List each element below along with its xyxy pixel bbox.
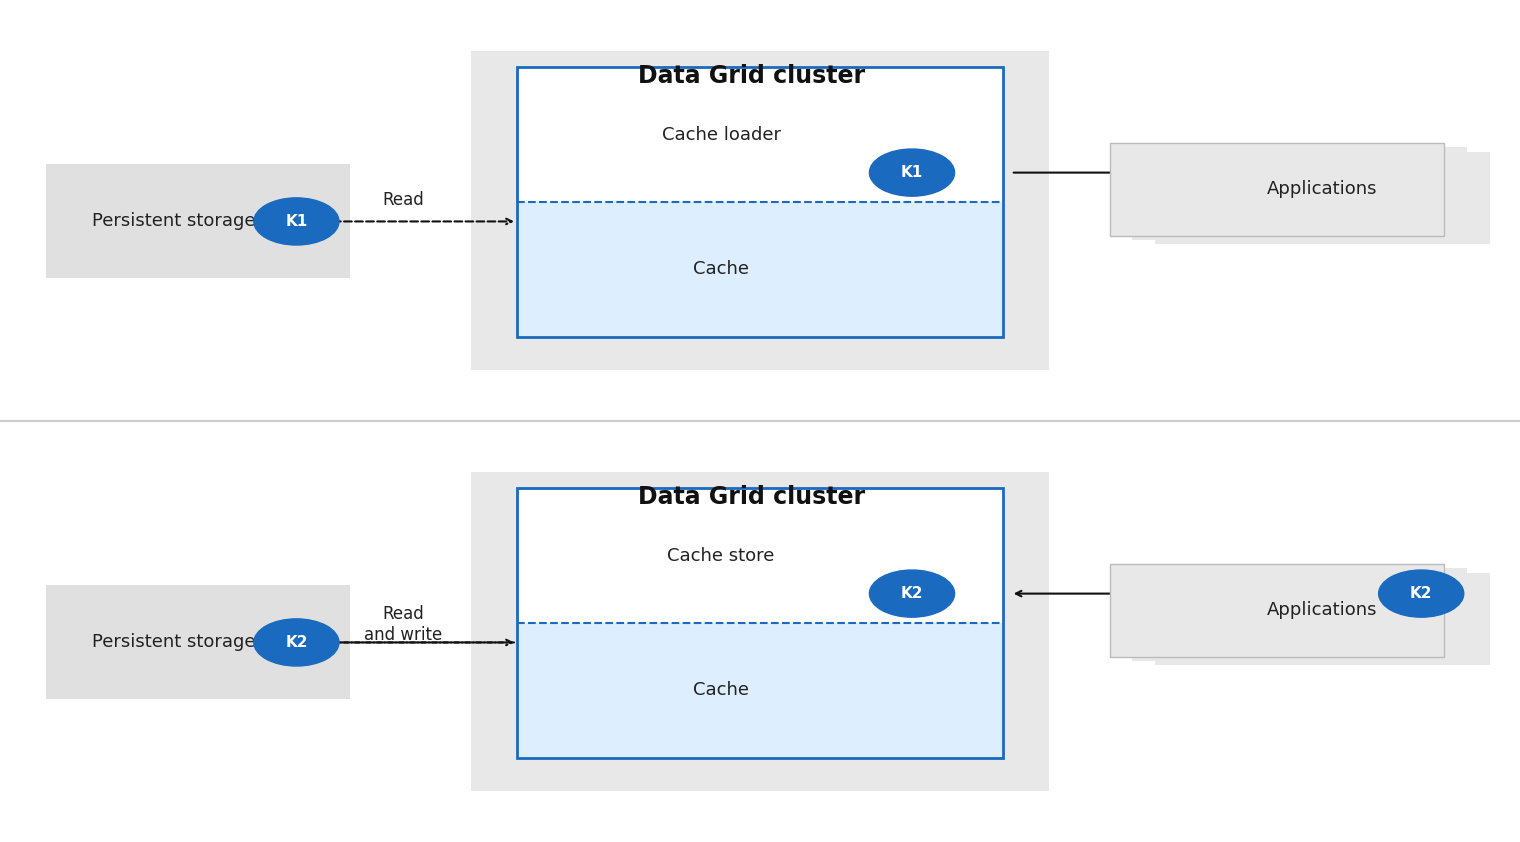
FancyBboxPatch shape bbox=[1110, 143, 1444, 236]
Text: Read
and write: Read and write bbox=[363, 605, 442, 644]
Text: K1: K1 bbox=[901, 165, 923, 180]
FancyBboxPatch shape bbox=[517, 67, 1003, 202]
Text: Persistent storage: Persistent storage bbox=[91, 212, 255, 230]
FancyBboxPatch shape bbox=[471, 51, 1049, 370]
FancyBboxPatch shape bbox=[1110, 564, 1444, 657]
FancyBboxPatch shape bbox=[1132, 147, 1467, 240]
Text: Cache: Cache bbox=[693, 681, 749, 700]
Text: Data Grid cluster: Data Grid cluster bbox=[638, 64, 865, 88]
Text: Cache loader: Cache loader bbox=[661, 125, 781, 144]
Text: K2: K2 bbox=[901, 586, 923, 601]
Text: K2: K2 bbox=[286, 635, 307, 650]
FancyBboxPatch shape bbox=[1155, 573, 1490, 665]
Circle shape bbox=[1379, 570, 1464, 617]
FancyBboxPatch shape bbox=[517, 623, 1003, 758]
Circle shape bbox=[254, 619, 339, 666]
FancyBboxPatch shape bbox=[1155, 152, 1490, 244]
FancyBboxPatch shape bbox=[517, 202, 1003, 337]
Text: K1: K1 bbox=[286, 214, 307, 229]
Text: Data Grid cluster: Data Grid cluster bbox=[638, 485, 865, 509]
FancyBboxPatch shape bbox=[471, 472, 1049, 791]
Text: Persistent storage: Persistent storage bbox=[91, 633, 255, 651]
Text: Applications: Applications bbox=[1268, 180, 1377, 199]
FancyBboxPatch shape bbox=[1110, 564, 1444, 657]
Text: K2: K2 bbox=[1411, 586, 1432, 601]
FancyBboxPatch shape bbox=[46, 164, 350, 278]
Circle shape bbox=[869, 570, 955, 617]
FancyBboxPatch shape bbox=[1110, 143, 1444, 236]
Circle shape bbox=[254, 198, 339, 245]
FancyBboxPatch shape bbox=[1132, 568, 1467, 661]
Text: Read: Read bbox=[382, 191, 424, 210]
FancyBboxPatch shape bbox=[46, 585, 350, 699]
FancyBboxPatch shape bbox=[517, 488, 1003, 623]
Circle shape bbox=[869, 149, 955, 196]
Text: Cache: Cache bbox=[693, 260, 749, 279]
Text: Cache store: Cache store bbox=[667, 546, 775, 565]
Text: Applications: Applications bbox=[1268, 601, 1377, 620]
